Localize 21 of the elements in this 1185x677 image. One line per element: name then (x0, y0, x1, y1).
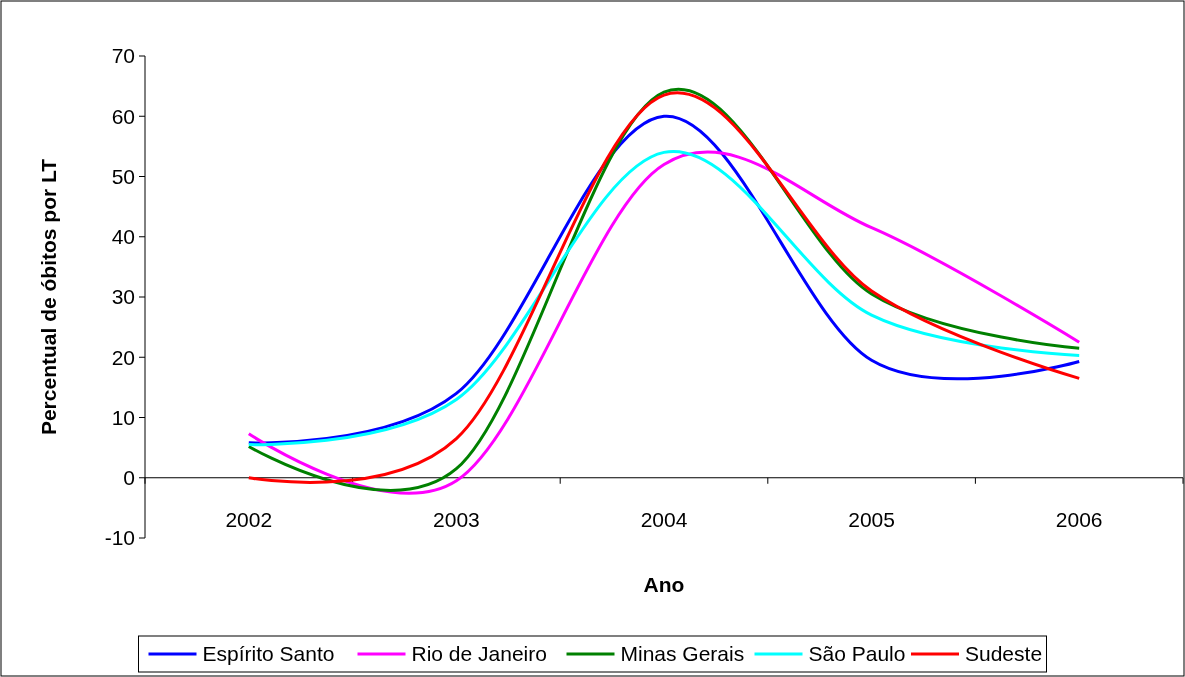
legend-label: São Paulo (808, 642, 906, 666)
y-tick-label: 10 (111, 405, 135, 429)
y-tick-label: 40 (111, 225, 135, 249)
y-tick-label: 20 (111, 345, 135, 369)
legend-label: Rio de Janeiro (411, 642, 547, 666)
y-tick-label: 50 (111, 164, 135, 188)
y-tick-label: 70 (111, 44, 135, 68)
y-tick-label: 30 (111, 285, 135, 309)
x-tick-label: 2003 (433, 508, 480, 531)
y-tick-label: 0 (123, 466, 135, 490)
x-tick-label: 2002 (225, 508, 273, 531)
x-axis-title: Ano (643, 573, 685, 596)
x-tick-label: 2004 (640, 508, 688, 531)
legend-label: Sudeste (965, 642, 1043, 666)
x-tick-label: 2006 (1055, 508, 1103, 531)
y-tick-label: -10 (104, 526, 135, 550)
y-tick-label: 60 (111, 104, 135, 128)
y-axis-title: Percentual de óbitos por LT (37, 158, 60, 436)
legend-label: Minas Gerais (620, 642, 745, 666)
x-tick-label: 2005 (848, 508, 895, 531)
legend-label: Espírito Santo (202, 642, 335, 666)
